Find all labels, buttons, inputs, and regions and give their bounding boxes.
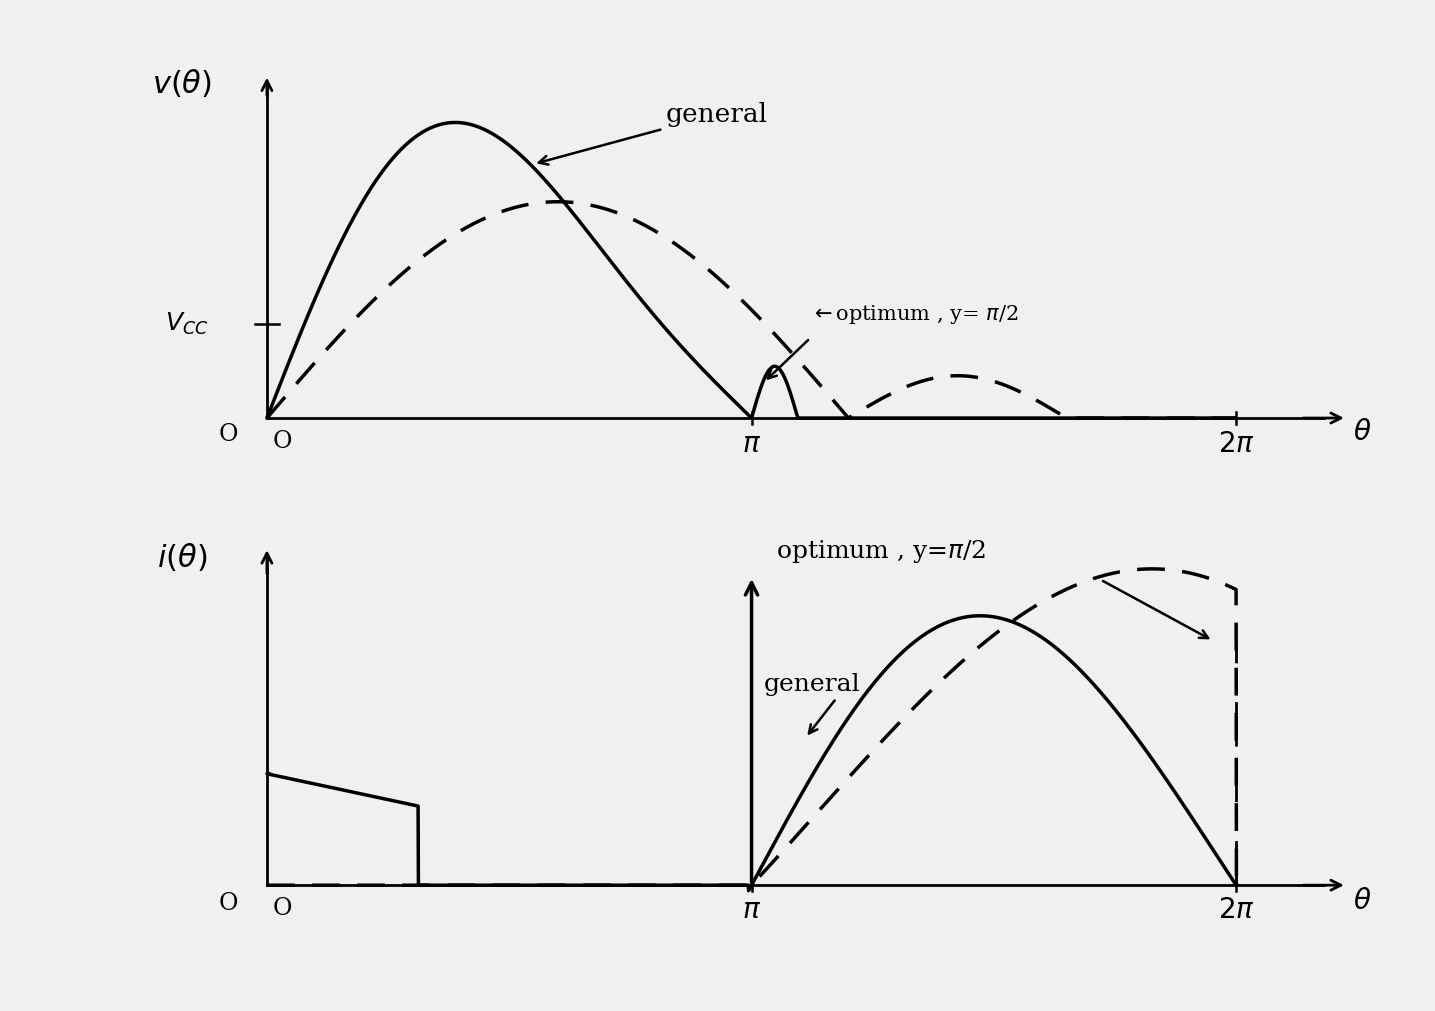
Text: $\theta$: $\theta$ [1353, 419, 1372, 446]
Text: O: O [218, 424, 238, 447]
Text: O: O [218, 892, 238, 915]
Text: $\leftarrow$optimum , y= $\pi$/2: $\leftarrow$optimum , y= $\pi$/2 [811, 303, 1019, 327]
Text: $V_{CC}$: $V_{CC}$ [165, 311, 208, 337]
Text: $\theta$: $\theta$ [1353, 888, 1372, 915]
Text: general: general [763, 673, 861, 697]
Text: O: O [273, 897, 293, 920]
Text: $2\pi$: $2\pi$ [1218, 897, 1254, 924]
Text: $v(\theta)$: $v(\theta)$ [152, 68, 212, 100]
Text: general: general [538, 102, 768, 165]
Text: $\pi$: $\pi$ [742, 431, 761, 458]
Text: O: O [273, 430, 293, 453]
Text: optimum , y=$\pi$/2: optimum , y=$\pi$/2 [776, 538, 986, 565]
Text: $i(\theta)$: $i(\theta)$ [156, 542, 207, 574]
Text: $\pi$: $\pi$ [742, 897, 761, 924]
Text: $2\pi$: $2\pi$ [1218, 431, 1254, 458]
